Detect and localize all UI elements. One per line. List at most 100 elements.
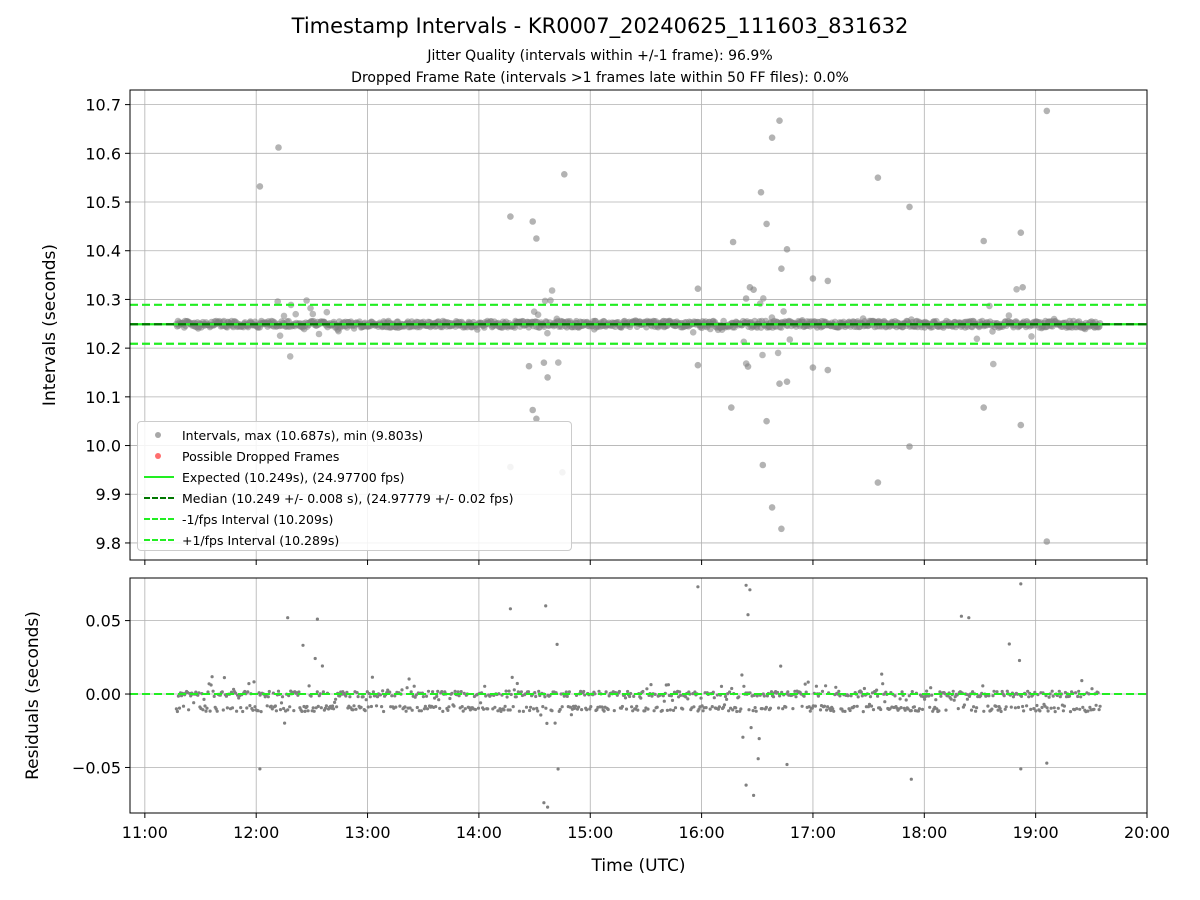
residual-point [357, 695, 360, 698]
y-axis-label-intervals: Intervals (seconds) [40, 244, 60, 406]
legend-label: Possible Dropped Frames [182, 449, 339, 464]
residual-point [741, 736, 744, 739]
residual-point [369, 695, 372, 698]
residual-point [875, 689, 878, 692]
residual-point [1075, 707, 1078, 710]
residual-point [589, 705, 592, 708]
y-tick-label: 10.7 [85, 96, 121, 115]
residual-point [370, 705, 373, 708]
residual-point [821, 690, 824, 693]
residual-point [856, 705, 859, 708]
residual-point [862, 710, 865, 713]
residual-point [863, 687, 866, 690]
interval-outlier-point [1044, 108, 1051, 115]
y-axis-label-residuals: Residuals (seconds) [23, 611, 43, 780]
y-tick-label: −0.05 [72, 758, 121, 777]
residual-point [723, 703, 726, 706]
residual-point [635, 705, 638, 708]
legend-label: Intervals, max (10.687s), min (9.803s) [182, 428, 423, 443]
residual-point [880, 673, 883, 676]
residual-point [671, 699, 674, 702]
residual-point [769, 707, 772, 710]
legend-marker [144, 539, 174, 541]
residual-point [277, 690, 280, 693]
residual-point [379, 693, 382, 696]
interval-outlier-point [778, 265, 785, 272]
legend-item-median: Median (10.249 +/- 0.008 s), (24.97779 +… [138, 488, 571, 509]
residual-point [1017, 706, 1020, 709]
legend-marker [144, 518, 174, 520]
residual-point [779, 665, 782, 668]
residual-point [187, 708, 190, 711]
residual-point [248, 704, 251, 707]
residual-point [905, 698, 908, 701]
x-tick-label: 20:00 [1124, 823, 1170, 842]
residual-point [928, 706, 931, 709]
residual-point [975, 706, 978, 709]
residual-point [1079, 695, 1082, 698]
interval-point [303, 297, 310, 304]
residual-point [322, 690, 325, 693]
residual-point [681, 707, 684, 710]
residual-point [529, 706, 532, 709]
residual-point [303, 710, 306, 713]
residual-point [934, 698, 937, 701]
residual-point [1077, 690, 1080, 693]
interval-outlier-point [1018, 422, 1025, 429]
residual-point [212, 690, 215, 693]
residual-point [554, 722, 557, 725]
residual-point [375, 704, 378, 707]
residual-point [512, 705, 515, 708]
residual-point [1050, 707, 1053, 710]
residual-point [1000, 710, 1003, 713]
residual-point [176, 710, 179, 713]
residual-point [791, 707, 794, 710]
residual-point [362, 695, 365, 698]
interval-point [316, 331, 323, 338]
residual-point [360, 706, 363, 709]
residual-point [794, 695, 797, 698]
residual-point [974, 710, 977, 713]
residual-point [460, 690, 463, 693]
legend-item-upper-bound: +1/fps Interval (10.289s) [138, 530, 571, 551]
interval-point [690, 329, 697, 336]
residual-point [216, 710, 219, 713]
residual-point [431, 690, 434, 693]
residual-point [824, 684, 827, 687]
residual-point [600, 705, 603, 708]
interval-outlier-point [541, 359, 548, 366]
legend-marker [155, 432, 161, 438]
residual-point [901, 690, 904, 693]
residual-point [505, 690, 508, 693]
residual-point [957, 707, 960, 710]
residual-point [352, 704, 355, 707]
chart-title: Timestamp Intervals - KR0007_20240625_11… [0, 14, 1200, 38]
residual-point [937, 709, 940, 712]
residual-point [213, 695, 216, 698]
residual-point [784, 706, 787, 709]
residual-point [952, 690, 955, 693]
residual-point [1029, 708, 1032, 711]
residual-point [516, 682, 519, 685]
residual-point [408, 677, 411, 680]
residual-point [398, 705, 401, 708]
residual-point [331, 704, 334, 707]
residual-point [918, 707, 921, 710]
y-tick-label: 10.5 [85, 193, 121, 212]
residual-point [1080, 679, 1083, 682]
residual-point [536, 709, 539, 712]
residual-point [182, 705, 185, 708]
residual-point [413, 685, 416, 688]
residual-point [624, 696, 627, 699]
residual-point [734, 706, 737, 709]
residual-point [1062, 709, 1065, 712]
interval-outlier-point [875, 479, 882, 486]
residual-point [210, 683, 213, 686]
residual-point [869, 695, 872, 698]
residual-point [910, 709, 913, 712]
interval-outlier-point [743, 295, 750, 302]
residual-point [1051, 690, 1054, 693]
residual-point [1022, 709, 1025, 712]
residual-point [312, 706, 315, 709]
residual-point [899, 697, 902, 700]
